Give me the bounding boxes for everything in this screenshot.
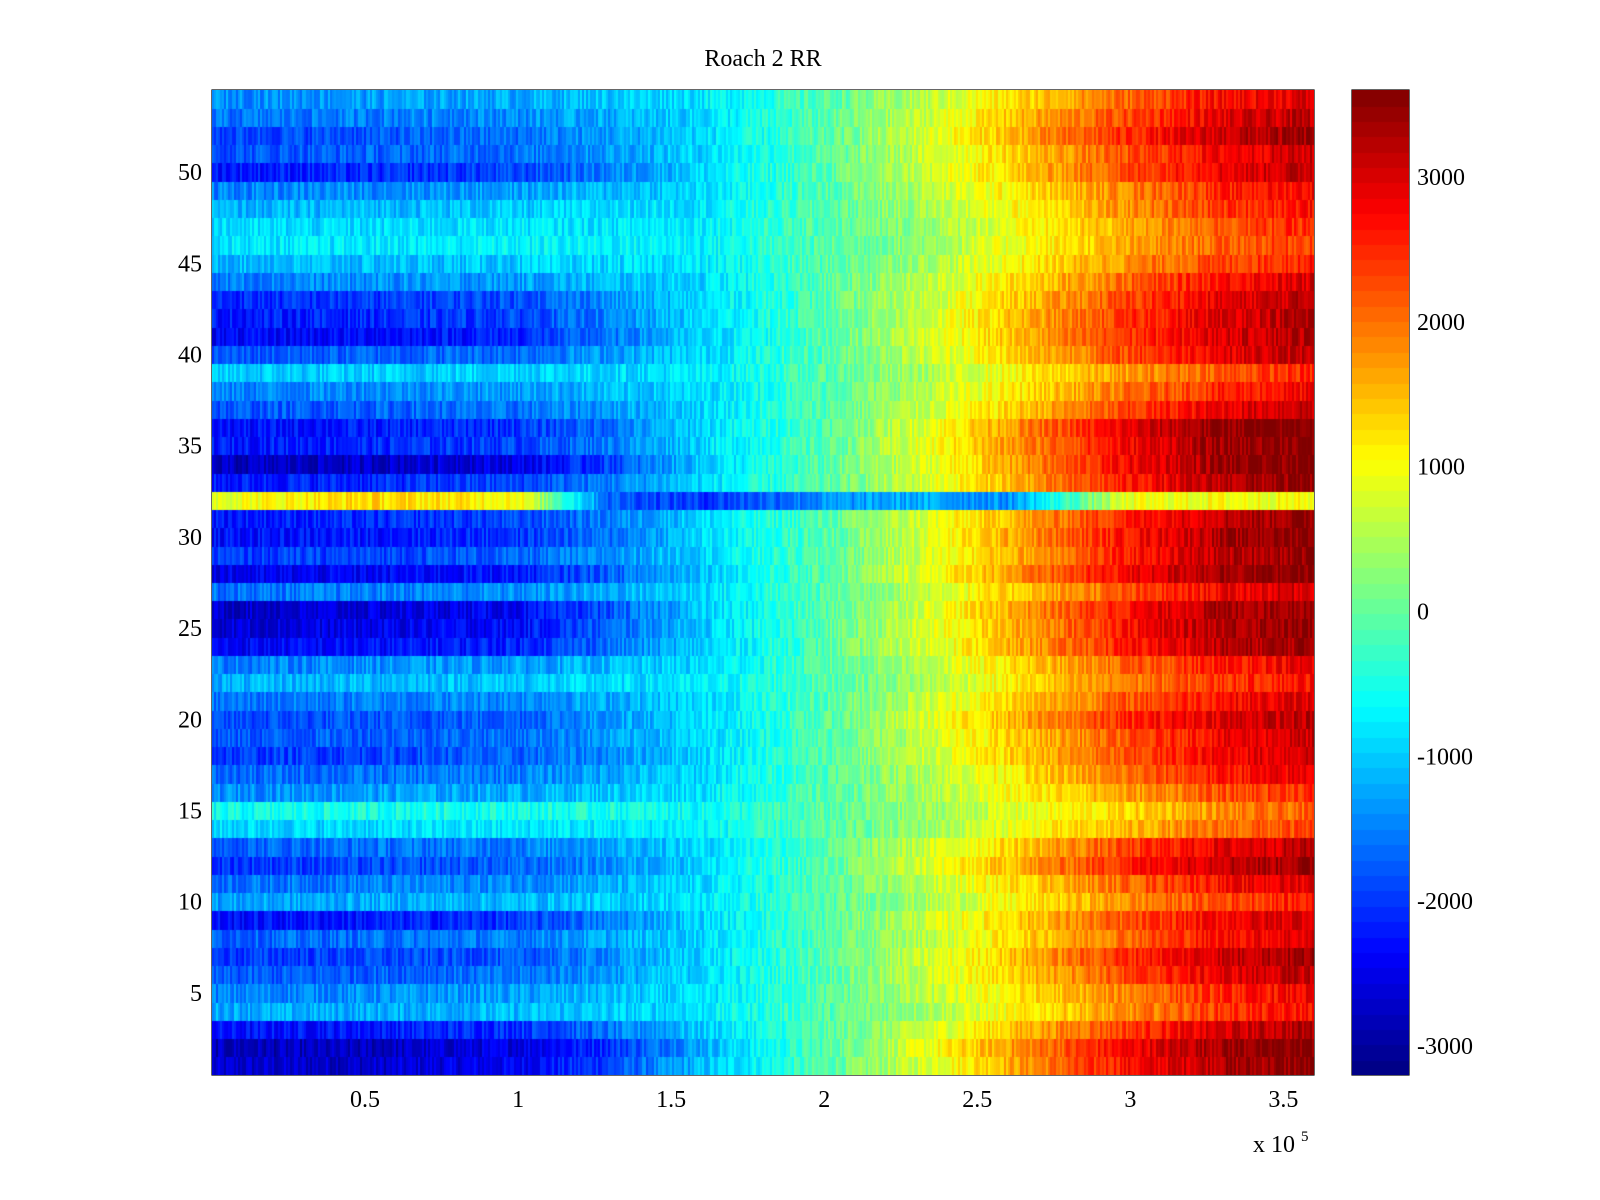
y-tick-label: 50: [178, 160, 202, 186]
colorbar-tick-label: -2000: [1417, 889, 1473, 915]
chart-title: Roach 2 RR: [704, 46, 821, 72]
colorbar-tick-label: 0: [1417, 599, 1429, 625]
y-tick-label: 5: [190, 981, 202, 1007]
colorbar-ticks: -3000 -2000 -1000 0 1000 2000 3000: [1352, 165, 1473, 1060]
y-axis-ticks: 5 10 15 20 25 30 35 40 45 50: [178, 160, 1314, 1007]
y-tick-label: 10: [178, 890, 202, 916]
y-tick-label: 35: [178, 434, 202, 460]
x-tick-label: 2: [818, 1087, 830, 1113]
y-tick-label: 45: [178, 251, 202, 277]
y-tick-label: 40: [178, 342, 202, 368]
colorbar: [1352, 90, 1409, 1075]
x-tick-label: 3: [1124, 1087, 1136, 1113]
x-tick-label: 1.5: [656, 1087, 686, 1113]
x-tick-label: 2.5: [962, 1087, 992, 1113]
colorbar-tick-label: 3000: [1417, 165, 1465, 191]
y-tick-label: 30: [178, 525, 202, 551]
colorbar-tick-label: 2000: [1417, 310, 1465, 336]
x-multiplier-base: x 10: [1253, 1132, 1295, 1158]
x-multiplier-label: x 10 5: [1253, 1129, 1309, 1158]
heatmap-plot-area: [212, 90, 1314, 1075]
x-tick-label: 3.5: [1268, 1087, 1298, 1113]
y-tick-label: 25: [178, 616, 202, 642]
colorbar-tick-label: 1000: [1417, 455, 1465, 481]
y-tick-label: 15: [178, 799, 202, 825]
x-multiplier-exponent: 5: [1301, 1129, 1309, 1145]
x-tick-label: 0.5: [350, 1087, 380, 1113]
x-tick-label: 1: [512, 1087, 524, 1113]
colorbar-tick-label: -3000: [1417, 1034, 1473, 1060]
colorbar-tick-label: -1000: [1417, 744, 1473, 770]
y-tick-label: 20: [178, 707, 202, 733]
